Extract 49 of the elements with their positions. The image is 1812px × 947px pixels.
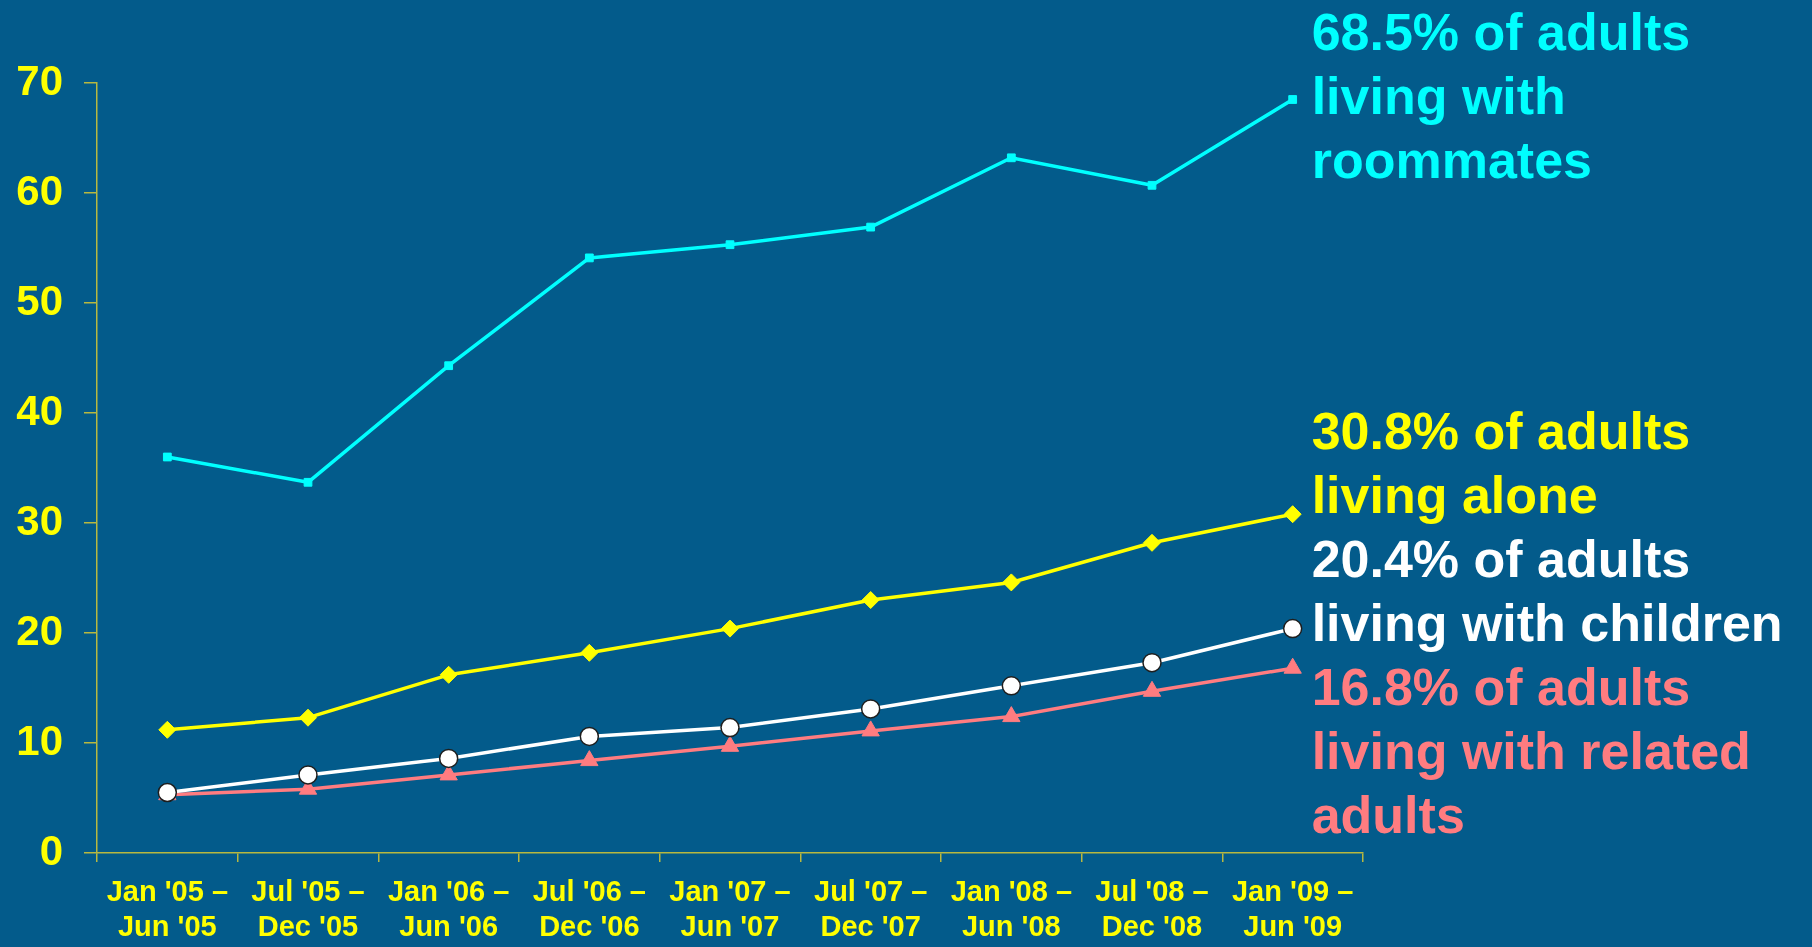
point [580,750,599,767]
series-label: 30.8% of adults living alone [1311,401,1691,524]
point [439,665,458,684]
y-tick-label: 60 [16,166,63,214]
point [1283,505,1302,524]
series-label: 20.4% of adults living with children [1311,529,1783,652]
point [1002,573,1021,592]
x-tick-label: Jan '09 – Jun '09 [1231,875,1354,943]
point [1288,95,1298,104]
point [580,643,599,662]
x-tick-label: Jul '08 – Dec '08 [1095,875,1209,943]
x-tick-label: Jul '05 – Dec '05 [251,875,365,943]
point [720,717,740,738]
y-tick-label: 0 [39,826,63,874]
point [579,726,600,747]
y-tick-label: 30 [16,496,63,544]
point [303,477,313,487]
y-tick-label: 70 [16,56,63,104]
x-tick-label: Jan '05 – Jun '05 [106,875,229,943]
point [860,699,881,719]
point [1147,180,1157,190]
x-tick-label: Jan '07 – Jun '07 [669,875,791,943]
point [444,361,454,371]
point [1006,153,1016,163]
point [721,619,739,638]
point [162,452,172,462]
y-tick-label: 20 [16,606,63,654]
series-label: 16.8% of adults living with related adults [1311,657,1751,844]
x-tick-label: Jan '08 – Jun '08 [950,875,1073,943]
point [1143,533,1161,552]
series-label: 68.5% of adults living with roommates [1311,3,1691,190]
point [1001,676,1022,696]
point [584,253,594,263]
point [1282,618,1303,639]
point [866,222,876,232]
y-tick-label: 50 [16,276,63,324]
point [298,765,318,785]
x-tick-label: Jan '06 – Jun '06 [387,875,510,943]
point [861,591,880,609]
point [158,720,177,739]
y-tick-label: 10 [16,716,63,764]
x-tick-label: Jul '06 – Dec '06 [532,875,646,943]
x-tick-label: Jul '07 – Dec '07 [814,875,928,943]
point [438,748,459,769]
point [725,240,735,250]
point [299,708,317,727]
point [1002,706,1021,723]
point [1142,652,1162,673]
y-tick-label: 40 [16,386,63,434]
